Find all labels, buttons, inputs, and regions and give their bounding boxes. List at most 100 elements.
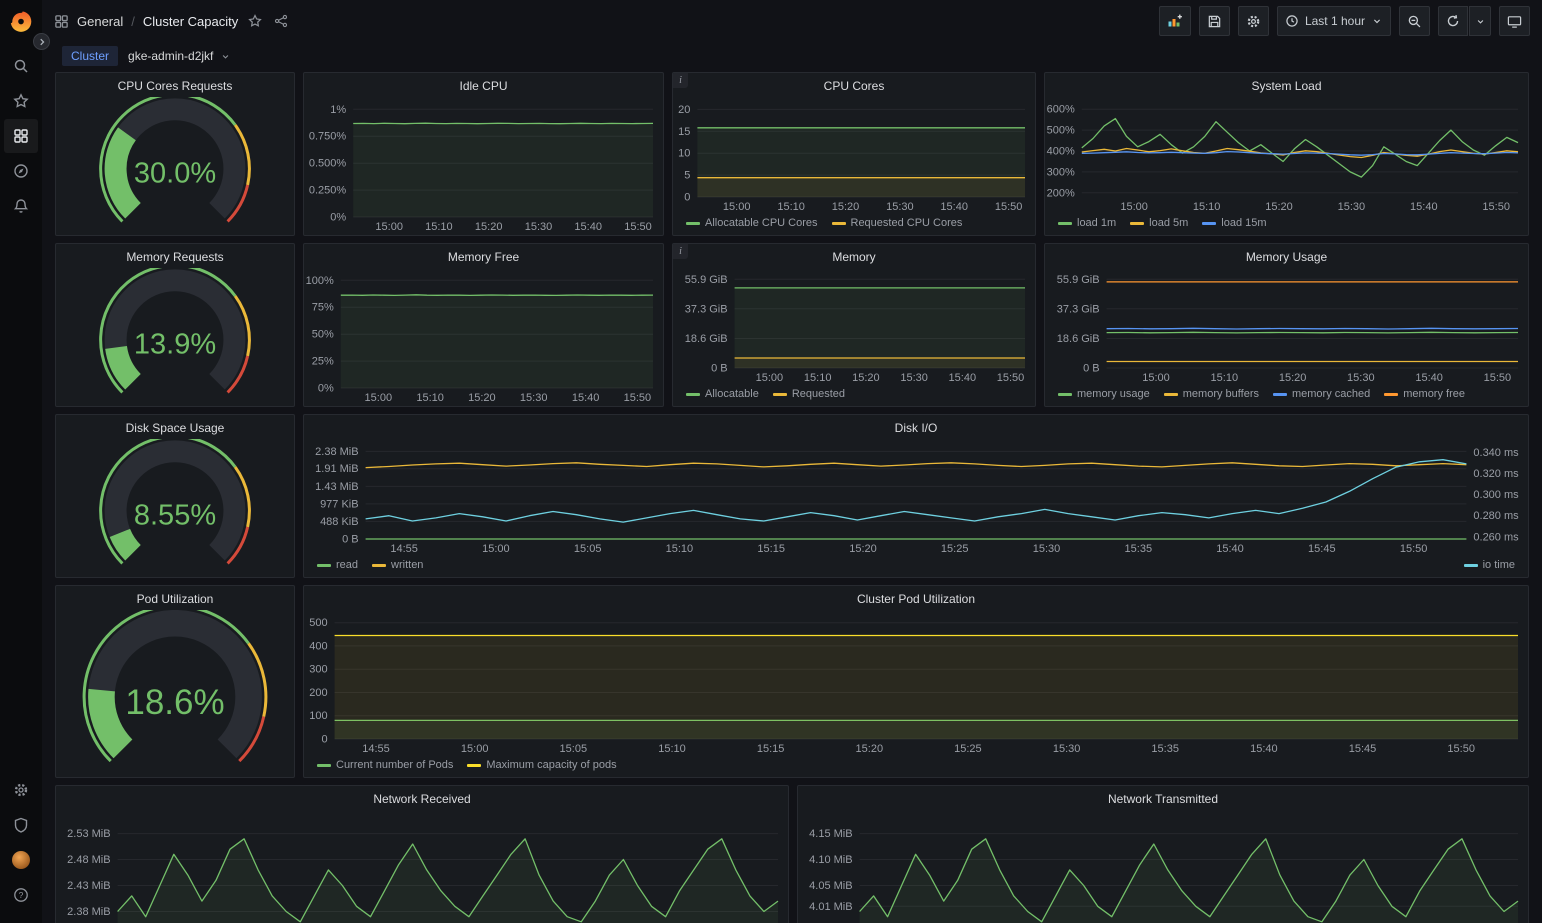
legend-item-read[interactable]: read xyxy=(317,559,358,571)
legend-item-memory-cached[interactable]: memory cached xyxy=(1272,388,1370,400)
panel-title[interactable]: Pod Utilization xyxy=(136,592,214,606)
legend-item-requested[interactable]: Requested xyxy=(772,388,845,400)
panel-title[interactable]: Disk I/O xyxy=(894,421,938,435)
svg-text:15:00: 15:00 xyxy=(1120,201,1148,213)
legend-label: read xyxy=(336,559,359,571)
svg-text:15:40: 15:40 xyxy=(572,392,600,404)
legend-item-load-15m[interactable]: load 15m xyxy=(1202,217,1267,229)
svg-text:400%: 400% xyxy=(1047,146,1075,158)
memory-chart[interactable]: 0 B 18.6 GiB 37.3 GiB 55.9 GiB 15:00 15:10 15:… xyxy=(673,268,1035,386)
sidebar-item-help[interactable]: ? xyxy=(4,878,38,912)
svg-text:15:30: 15:30 xyxy=(900,372,928,384)
sidebar-item-dashboards[interactable] xyxy=(4,119,38,153)
sidebar-item-alerting[interactable] xyxy=(4,189,38,223)
gear-icon xyxy=(14,783,28,797)
legend-label: Current number of Pods xyxy=(336,759,454,771)
sidebar-item-starred[interactable] xyxy=(4,84,38,118)
breadcrumb-dashboard-title[interactable]: Cluster Capacity xyxy=(142,13,239,29)
chart-svg: 0 5 10 15 20 15:00 15:10 15:20 15:30 15:40 15:50 xyxy=(678,104,1025,213)
legend-item-allocatable-cpu-cores[interactable]: Allocatable CPU Cores xyxy=(686,217,818,229)
panel-title[interactable]: Cluster Pod Utilization xyxy=(856,592,976,606)
panel-title[interactable]: Network Received xyxy=(373,792,471,806)
svg-text:0.750%: 0.750% xyxy=(309,131,347,143)
svg-text:15:00: 15:00 xyxy=(1142,372,1170,384)
svg-text:0 B: 0 B xyxy=(711,363,728,375)
memory-usage-chart[interactable]: 0 B 18.6 GiB 37.3 GiB 55.9 GiB 15:00 15:10 15:… xyxy=(1045,268,1528,386)
svg-text:1%: 1% xyxy=(330,104,346,116)
legend-item-io-time[interactable]: io time xyxy=(1463,559,1515,571)
legend-item-current-number-of-pods[interactable]: Current number of Pods xyxy=(317,759,453,771)
zoom-out-button[interactable] xyxy=(1399,6,1430,36)
add-panel-button[interactable] xyxy=(1158,6,1191,36)
variable-label-cluster[interactable]: Cluster xyxy=(62,46,119,66)
idle-cpu-chart[interactable]: 0% 0.250% 0.500% 0.750% 1% 15:00 15:10 15:20 15:… xyxy=(304,97,663,235)
svg-text:488 KiB: 488 KiB xyxy=(320,516,359,528)
refresh-interval-dropdown[interactable] xyxy=(1469,6,1491,36)
panel-title[interactable]: Network Transmitted xyxy=(1107,792,1219,806)
panel-title[interactable]: CPU Cores Requests xyxy=(117,79,233,93)
chart-svg: 0 B 18.6 GiB 37.3 GiB 55.9 GiB 15:00 15:10 15:… xyxy=(685,274,1025,384)
legend-item-memory-free[interactable]: memory free xyxy=(1384,388,1465,400)
sidebar-item-profile[interactable] xyxy=(4,843,38,877)
panel-title[interactable]: Memory Requests xyxy=(126,250,224,264)
star-dashboard-button[interactable] xyxy=(246,12,264,30)
legend-item-load-5m[interactable]: load 5m xyxy=(1130,217,1188,229)
svg-text:15:30: 15:30 xyxy=(1053,743,1081,755)
refresh-button[interactable] xyxy=(1438,6,1468,36)
share-icon xyxy=(275,14,288,28)
svg-text:15:10: 15:10 xyxy=(666,543,694,555)
dashboard-toolbar: Last 1 hour xyxy=(1158,6,1530,36)
sidebar-item-configuration[interactable] xyxy=(4,773,38,807)
legend-item-memory-buffers[interactable]: memory buffers xyxy=(1163,388,1259,400)
svg-text:0: 0 xyxy=(684,192,690,204)
legend-item-load-1m[interactable]: load 1m xyxy=(1058,217,1116,229)
legend-item-allocatable[interactable]: Allocatable xyxy=(686,388,759,400)
cpu-cores-chart[interactable]: 0 5 10 15 20 15:00 15:10 15:20 15:30 15:40 15:50 xyxy=(673,97,1035,215)
svg-text:10: 10 xyxy=(678,148,690,160)
legend-label: memory usage xyxy=(1077,388,1150,400)
legend-label: Allocatable xyxy=(705,388,759,400)
memory-free-chart[interactable]: 0% 25% 50% 75% 100% 15:00 15:10 15:20 15:30 15:40… xyxy=(304,268,663,406)
legend-item-maximum-capacity-of-pods[interactable]: Maximum capacity of pods xyxy=(467,759,617,771)
legend-item-requested-cpu-cores[interactable]: Requested CPU Cores xyxy=(831,217,962,229)
disk-io-chart[interactable]: 0 B 488 KiB 977 KiB 1.43 MiB 1.91 MiB 2.38 Mi… xyxy=(304,439,1528,557)
share-dashboard-button[interactable] xyxy=(272,12,290,30)
tv-mode-button[interactable] xyxy=(1499,6,1530,36)
panel-title[interactable]: Memory xyxy=(832,250,876,264)
time-range-picker[interactable]: Last 1 hour xyxy=(1276,6,1391,36)
cluster-pod-utilization-chart[interactable]: 0 100 200 300 400 500 14:55 15:00 15:05 15:10 15:1… xyxy=(304,610,1528,757)
panel-title[interactable]: Idle CPU xyxy=(459,79,508,93)
system-load-chart[interactable]: 200% 300% 400% 500% 600% 15:00 15:10 15:20 15:30… xyxy=(1045,97,1528,215)
svg-text:15:50: 15:50 xyxy=(1482,201,1510,213)
panel-info-icon[interactable]: i xyxy=(673,73,688,88)
panel-info-icon[interactable]: i xyxy=(673,244,688,259)
sidebar-expand-button[interactable] xyxy=(33,33,50,50)
sidebar-item-search[interactable] xyxy=(4,49,38,83)
grafana-logo-icon xyxy=(9,9,32,32)
grafana-logo[interactable] xyxy=(8,8,34,34)
svg-text:18.6 GiB: 18.6 GiB xyxy=(1057,333,1100,345)
cluster-variable-select[interactable]: gke-admin-d2jkf xyxy=(120,46,239,66)
panel-title[interactable]: Disk Space Usage xyxy=(125,421,225,435)
legend-item-memory-usage[interactable]: memory usage xyxy=(1058,388,1150,400)
breadcrumb-folder[interactable]: General xyxy=(77,13,124,29)
legend-label: io time xyxy=(1482,559,1515,571)
legend: Allocatable Requested xyxy=(673,386,1035,406)
sidebar-item-explore[interactable] xyxy=(4,154,38,188)
legend-swatch xyxy=(317,563,331,567)
panel-title[interactable]: System Load xyxy=(1251,79,1322,93)
compass-icon xyxy=(14,164,28,178)
panel-title[interactable]: Memory Usage xyxy=(1245,250,1328,264)
legend-item-written[interactable]: written xyxy=(372,559,423,571)
panel-title[interactable]: Memory Free xyxy=(447,250,520,264)
svg-text:0: 0 xyxy=(321,734,327,746)
dashboard-settings-button[interactable] xyxy=(1237,6,1269,36)
sidebar-item-server-admin[interactable] xyxy=(4,808,38,842)
save-dashboard-button[interactable] xyxy=(1198,6,1230,36)
panel-title[interactable]: CPU Cores xyxy=(823,79,885,93)
panel-cpu-cores-requests: CPU Cores Requests 30.0% xyxy=(55,72,295,236)
svg-text:15:40: 15:40 xyxy=(1250,743,1278,755)
legend-swatch xyxy=(1163,392,1178,396)
